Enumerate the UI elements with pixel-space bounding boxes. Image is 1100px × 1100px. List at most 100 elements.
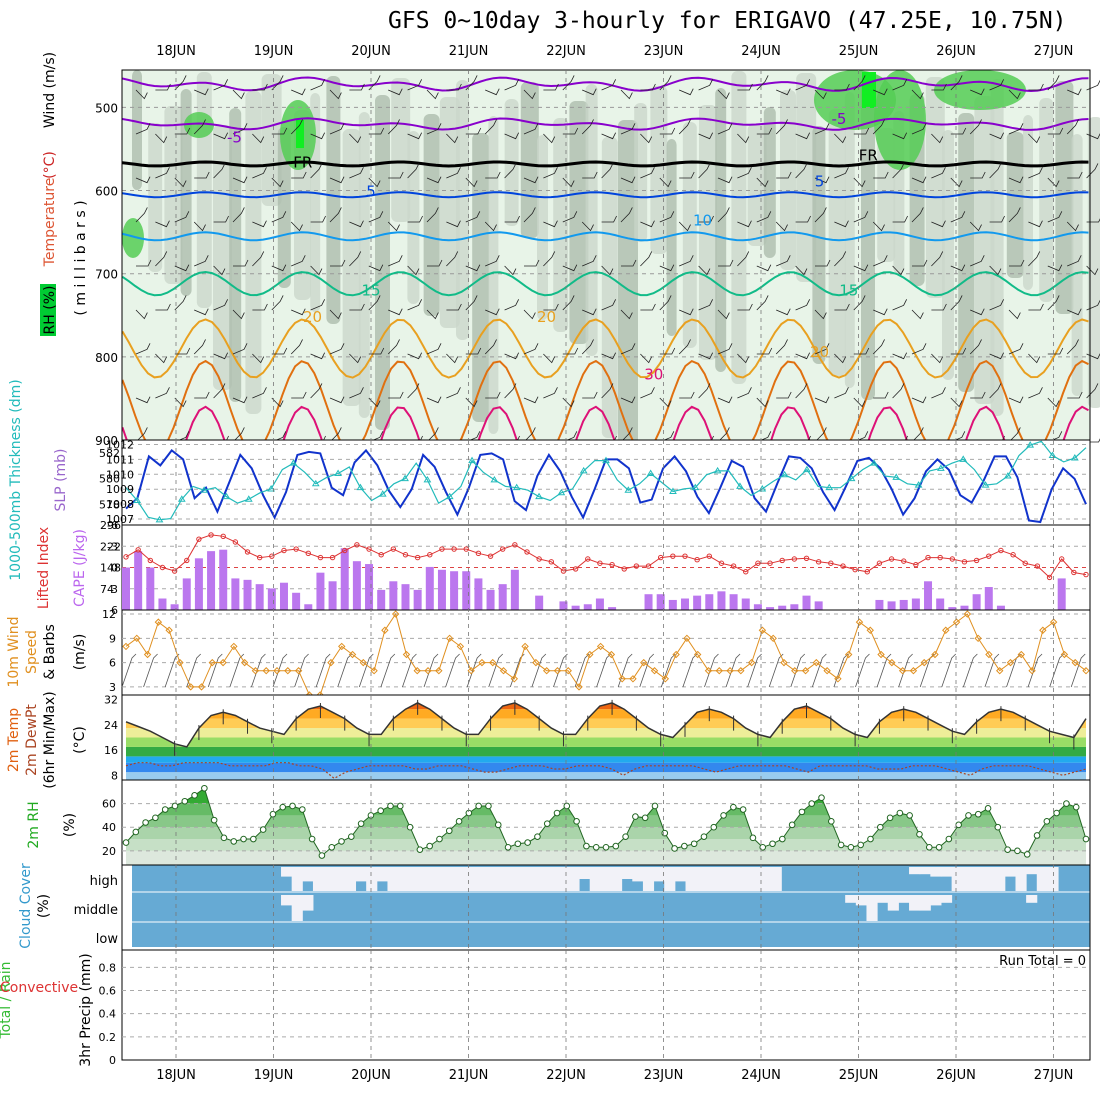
wind-point [391, 610, 400, 618]
wind-barb [912, 259, 928, 267]
wind-barb [330, 259, 346, 267]
wind-barb [388, 88, 403, 96]
date-label: 22JUN [546, 44, 586, 59]
wind-barb [252, 220, 267, 228]
wind-barb [989, 352, 1005, 360]
date-label: 25JUN [838, 1068, 879, 1083]
thickness-point [602, 456, 610, 464]
lifted-point [1046, 574, 1053, 581]
wind-barb [678, 339, 691, 355]
wind-barb [659, 75, 672, 91]
wind-barb [582, 308, 597, 316]
wind-barb [504, 79, 520, 91]
wind-barb [834, 387, 849, 399]
cloud-clear-cell [461, 867, 474, 891]
date-label: 18JUN [156, 44, 196, 59]
wind-barb [601, 383, 614, 399]
wind-barb [174, 75, 187, 91]
contour-label: 20 [537, 308, 556, 326]
wind-barb [737, 83, 753, 91]
rh-point [769, 840, 776, 848]
cloud-clear-cell [366, 867, 378, 891]
cape-bar [243, 579, 252, 610]
wind-barb [814, 343, 830, 355]
rh-point [681, 842, 688, 850]
series-line [125, 448, 1087, 524]
wind-barb [329, 396, 345, 404]
rh-shade [925, 77, 945, 298]
rh-shade [942, 130, 954, 380]
rh-shade [229, 108, 242, 402]
lifted-point [888, 556, 895, 562]
lifted-point [730, 563, 737, 569]
lifted-point [767, 560, 773, 566]
wind-point [1028, 667, 1036, 675]
cloud-clear-cell [440, 867, 452, 891]
thickness-point [557, 488, 566, 496]
rh-point [1014, 847, 1021, 855]
wind-barb [251, 653, 266, 688]
wind-barb [834, 303, 850, 311]
cloud-clear-cell [887, 895, 899, 911]
cloud-clear-cell [419, 867, 431, 891]
wind-point [586, 650, 594, 659]
cloud-clear-cell [653, 867, 665, 882]
wind-point [985, 650, 993, 659]
wind-barb [795, 352, 811, 360]
wind-barb [834, 353, 847, 364]
cloud-clear-cell [685, 867, 697, 891]
cloud-clear-cell [877, 895, 889, 903]
wind-point [791, 667, 799, 675]
rh-point [867, 835, 874, 843]
cape-bar [911, 598, 920, 610]
wind-barb [349, 167, 364, 179]
rh-shade [1039, 98, 1054, 302]
cape-bar [328, 581, 337, 610]
wind-barb [290, 339, 303, 355]
wind-barb [911, 123, 927, 135]
rh-shade [828, 109, 846, 376]
cloud-clear-cell [547, 867, 559, 891]
rh-point [925, 843, 933, 851]
wind-barb [155, 220, 170, 228]
wind-barb [485, 88, 500, 96]
wind-barb [484, 339, 497, 355]
wind-barb [640, 353, 653, 364]
wind-barb [601, 132, 617, 140]
wind-point [521, 642, 529, 651]
rh-point [494, 821, 502, 829]
wind-barb [931, 133, 944, 144]
date-label: 24JUN [741, 44, 781, 59]
wind-barb [387, 221, 400, 232]
isotherm [122, 160, 1089, 168]
wind-barb [523, 396, 539, 404]
wind-barb [174, 264, 190, 272]
temp-band [126, 756, 1086, 763]
wind-barb [135, 396, 151, 404]
rh-unit-label: (%) [62, 813, 78, 837]
wind-barb [950, 347, 967, 355]
lifted-point [986, 553, 992, 559]
wind-barb [581, 119, 594, 135]
cape-bar [450, 571, 459, 610]
rh-point [132, 828, 140, 836]
y-tick-label: 12 [102, 608, 116, 621]
lifted-point [779, 557, 785, 564]
wind-barb [426, 176, 442, 184]
wind-barb [775, 119, 788, 135]
cloud-clear-cell [611, 867, 623, 891]
cape-bar [194, 558, 203, 610]
rh-point [122, 839, 130, 846]
wind-barb [290, 221, 303, 232]
cloud-clear-cell [493, 867, 506, 891]
wind-barb [898, 653, 913, 688]
y-tick-label: 6 [111, 604, 118, 617]
lifted-point [694, 557, 700, 563]
wind-barb [775, 221, 788, 232]
y-tick-label: -3 [107, 540, 118, 553]
wind-barb [349, 133, 362, 144]
wind-barb [426, 427, 439, 443]
rh-point [808, 800, 816, 807]
cloud-clear-cell [536, 867, 548, 891]
